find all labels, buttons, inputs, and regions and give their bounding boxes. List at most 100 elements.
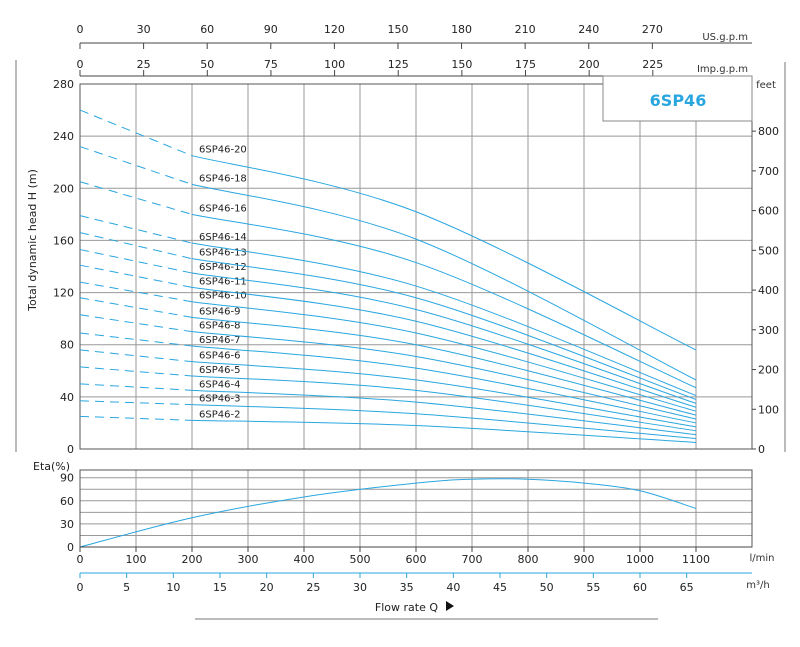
head-m-tick-label: 120 bbox=[53, 287, 74, 300]
head-m-tick-label: 280 bbox=[53, 78, 74, 91]
lmin-tick-label: 300 bbox=[238, 553, 259, 566]
head-feet-tick-label: 300 bbox=[758, 324, 779, 337]
m3h-tick-label: 35 bbox=[400, 581, 414, 594]
imp-gpm-tick-label: 50 bbox=[200, 58, 214, 71]
head-feet-tick-label: 0 bbox=[758, 443, 765, 456]
model-title: 6SP46 bbox=[650, 91, 707, 110]
us-gpm-tick-label: 180 bbox=[451, 23, 472, 36]
series-label: 6SP46-8 bbox=[199, 321, 240, 332]
series-label: 6SP46-12 bbox=[199, 262, 247, 273]
series-label: 6SP46-18 bbox=[199, 173, 247, 184]
series-dashed-segment bbox=[79, 332, 193, 347]
lmin-tick-label: 800 bbox=[518, 553, 539, 566]
imp-gpm-unit-label: Imp.g.p.m bbox=[697, 64, 748, 75]
flow-rate-label: Flow rate Q bbox=[375, 601, 438, 614]
lmin-tick-label: 600 bbox=[406, 553, 427, 566]
lmin-tick-label: 0 bbox=[77, 553, 84, 566]
eta-tick-label: 0 bbox=[67, 541, 74, 554]
series-label: 6SP46-6 bbox=[199, 351, 240, 362]
series-line bbox=[191, 389, 697, 436]
series-dashed-segment bbox=[79, 109, 193, 157]
head-feet-tick-label: 400 bbox=[758, 284, 779, 297]
series-dashed-segment bbox=[79, 215, 193, 244]
series-label: 6SP46-13 bbox=[199, 248, 247, 259]
series-line bbox=[191, 183, 697, 381]
series-line bbox=[191, 286, 697, 408]
series-dashed-segment bbox=[79, 349, 193, 363]
series-dashed-segment bbox=[79, 264, 193, 288]
us-gpm-tick-label: 90 bbox=[264, 23, 278, 36]
m3h-tick-label: 55 bbox=[586, 581, 600, 594]
lmin-tick-label: 500 bbox=[350, 553, 371, 566]
lmin-tick-label: 700 bbox=[462, 553, 483, 566]
us-gpm-tick-label: 240 bbox=[578, 23, 599, 36]
head-m-tick-label: 240 bbox=[53, 130, 74, 143]
series-label: 6SP46-7 bbox=[199, 335, 240, 346]
series-dashed-segment bbox=[79, 366, 193, 377]
series-label: 6SP46-20 bbox=[199, 145, 247, 156]
lmin-unit-label: l/min bbox=[749, 553, 774, 564]
us-gpm-tick-label: 30 bbox=[137, 23, 151, 36]
series-line bbox=[191, 375, 697, 432]
imp-gpm-tick-label: 25 bbox=[137, 58, 151, 71]
lmin-tick-label: 200 bbox=[182, 553, 203, 566]
model-title-box: 6SP46 bbox=[602, 75, 753, 122]
m3h-unit-label: m³/h bbox=[746, 580, 769, 591]
series-dashed-segment bbox=[79, 297, 193, 318]
head-feet-tick-label: 700 bbox=[758, 165, 779, 178]
head-m-tick-label: 0 bbox=[67, 443, 74, 456]
lmin-tick-label: 1000 bbox=[626, 553, 654, 566]
head-plot: 0 40 80 120 160 200 240 280 0 100 200 300 400 500 600… bbox=[26, 75, 779, 456]
imp-gpm-tick-label: 125 bbox=[388, 58, 409, 71]
imp-gpm-tick-label: 150 bbox=[451, 58, 472, 71]
m3h-tick-label: 30 bbox=[353, 581, 367, 594]
series-label: 6SP46-3 bbox=[199, 394, 240, 405]
series-label: 6SP46-5 bbox=[199, 365, 240, 376]
imp-gpm-tick-label: 75 bbox=[264, 58, 278, 71]
us-gpm-tick-label: 60 bbox=[200, 23, 214, 36]
flow-lmin-axis: 0 100 200 300 400 500 600 700 800 900 1000 1100 l/m… bbox=[77, 546, 775, 566]
series-dashed-segment bbox=[79, 314, 193, 333]
head-m-tick-label: 80 bbox=[60, 339, 74, 352]
series-line bbox=[191, 272, 697, 404]
series-line bbox=[191, 316, 697, 416]
series-line bbox=[191, 404, 697, 440]
series-dashed-segment bbox=[79, 181, 193, 215]
head-feet-tick-label: 800 bbox=[758, 125, 779, 138]
flow-rate-label-group: Flow rate Q bbox=[195, 601, 658, 620]
imp-gpm-tick-label: 0 bbox=[77, 58, 84, 71]
imp-gpm-tick-label: 200 bbox=[579, 58, 600, 71]
series-line bbox=[191, 301, 697, 412]
lmin-tick-label: 1100 bbox=[682, 553, 710, 566]
series-dashed-segment bbox=[79, 249, 193, 274]
lmin-tick-label: 900 bbox=[574, 553, 595, 566]
series-dashed-segment bbox=[79, 146, 193, 185]
series-line bbox=[191, 242, 697, 397]
series-line bbox=[191, 331, 697, 420]
imp-gpm-tick-label: 100 bbox=[324, 58, 345, 71]
series-line bbox=[191, 345, 697, 424]
imp-gpm-tick-label: 225 bbox=[642, 58, 663, 71]
series-dashed-segment bbox=[79, 232, 193, 260]
m3h-tick-label: 45 bbox=[493, 581, 507, 594]
series-dashed-segment bbox=[79, 415, 193, 421]
eta-tick-label: 90 bbox=[60, 472, 74, 485]
lmin-tick-label: 400 bbox=[294, 553, 315, 566]
head-feet-tick-label: 500 bbox=[758, 244, 779, 257]
head-feet-tick-label: 600 bbox=[758, 205, 779, 218]
imp-gpm-tick-label: 175 bbox=[515, 58, 536, 71]
eta-axis-label: Eta(%) bbox=[33, 460, 70, 473]
head-m-tick-label: 200 bbox=[53, 182, 74, 195]
head-axis-label: Total dynamic head H (m) bbox=[26, 169, 39, 312]
series-line bbox=[191, 155, 697, 351]
head-feet-tick-label: 100 bbox=[758, 403, 779, 416]
us-gpm-axis: 0 30 60 90 120 150 180 210 240 270 US.g.p.m bbox=[77, 23, 752, 49]
m3h-tick-label: 25 bbox=[306, 581, 320, 594]
m3h-tick-label: 15 bbox=[213, 581, 227, 594]
series-dashed-segment bbox=[79, 281, 193, 303]
m3h-tick-label: 65 bbox=[680, 581, 694, 594]
series-label: 6SP46-14 bbox=[199, 232, 247, 243]
series-line bbox=[191, 361, 697, 428]
series-label: 6SP46-4 bbox=[199, 379, 240, 390]
